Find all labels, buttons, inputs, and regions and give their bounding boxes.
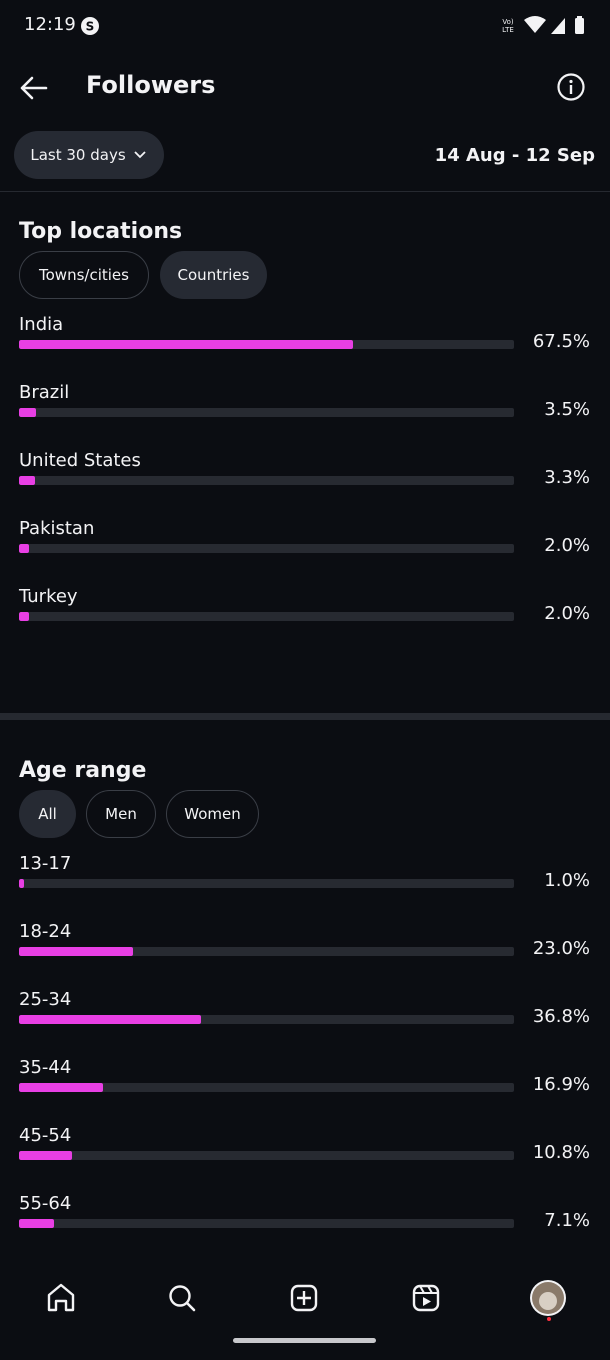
section-title: Age range [19, 758, 147, 783]
row-name: 13-17 [19, 853, 72, 874]
home-indicator [233, 1338, 376, 1343]
divider [0, 191, 610, 192]
bar-track [19, 947, 514, 956]
svg-text:S: S [86, 20, 95, 34]
content: 12:19 S Vo) LTE Followers Last 30 days 14… [0, 14, 610, 1231]
date-range: 14 Aug - 12 Sep [434, 145, 595, 166]
bar-track [19, 476, 514, 485]
home-tab[interactable] [47, 1283, 75, 1312]
value-label: 23.0% [532, 938, 590, 959]
bottom-nav [0, 1268, 610, 1356]
row-name: India [19, 314, 64, 335]
row-name: 35-44 [19, 1057, 72, 1078]
bar-track [19, 879, 514, 888]
bar-track [19, 1219, 514, 1228]
row-name: 25-34 [19, 989, 72, 1010]
create-tab[interactable] [290, 1284, 318, 1312]
section-title: Top locations [19, 219, 183, 244]
bar [19, 1015, 202, 1024]
value-label: 7.1% [544, 1210, 590, 1231]
row-name: Turkey [19, 586, 78, 607]
search-tab[interactable] [169, 1285, 196, 1312]
bar [19, 879, 24, 888]
tab[interactable]: Towns/cities [19, 251, 149, 299]
nav-icons [47, 1280, 566, 1343]
value-label: 10.8% [532, 1142, 590, 1163]
bar-track [19, 1015, 514, 1024]
period-dropdown[interactable]: Last 30 days [14, 131, 164, 179]
svg-text:LTE: LTE [502, 26, 514, 34]
bar [19, 1151, 73, 1160]
value-label: 36.8% [532, 1006, 590, 1027]
section-divider [0, 713, 610, 720]
bar-track [19, 1151, 514, 1160]
row-name: Brazil [19, 382, 70, 403]
clock: 12:19 [24, 14, 76, 35]
tab[interactable]: All [19, 790, 76, 838]
bar-track [19, 612, 514, 621]
bar [19, 947, 133, 956]
value-label: 67.5% [532, 331, 590, 352]
row-name: United States [19, 450, 141, 471]
row-name: 45-54 [19, 1125, 72, 1146]
status-icons: Vo)LTE [502, 16, 584, 34]
bar [19, 1083, 103, 1092]
value-label: 3.3% [544, 467, 590, 488]
value-label: 3.5% [544, 399, 590, 420]
bar [19, 408, 37, 417]
bar-track [19, 408, 514, 417]
bar-track [19, 544, 514, 553]
bar [19, 1219, 55, 1228]
tab[interactable]: Countries [160, 251, 267, 299]
tab[interactable]: Women [166, 790, 259, 838]
reels-tab[interactable] [412, 1284, 440, 1312]
profile-tab[interactable] [530, 1280, 566, 1321]
app-icon: S [81, 17, 99, 35]
row-name: Pakistan [19, 518, 95, 539]
back-button[interactable] [18, 74, 50, 102]
value-label: 2.0% [544, 535, 590, 556]
value-label: 2.0% [544, 603, 590, 624]
value-label: 16.9% [532, 1074, 590, 1095]
row-name: 55-64 [19, 1193, 72, 1214]
page-title: Followers [86, 71, 216, 99]
svg-text:Vo): Vo) [502, 18, 514, 26]
row-name: 18-24 [19, 921, 72, 942]
info-button[interactable] [556, 72, 586, 102]
bar-track [19, 340, 514, 349]
bar [19, 476, 36, 485]
value-label: 1.0% [544, 870, 590, 891]
bar [19, 340, 354, 349]
period-label: Last 30 days [30, 146, 126, 164]
bar-track [19, 1083, 514, 1092]
bar [19, 612, 29, 621]
tab[interactable]: Men [86, 790, 156, 838]
chevron [134, 151, 146, 159]
bar [19, 544, 29, 553]
